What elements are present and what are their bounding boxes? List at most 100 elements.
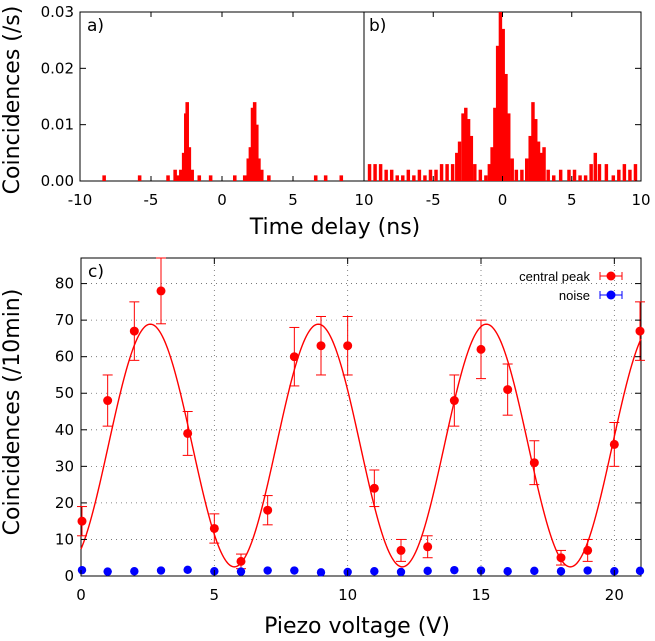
data-point-noise [396,567,406,577]
data-point-noise [450,565,459,575]
histogram-bar-b-12 [434,169,438,181]
histogram-bar-b-11 [428,169,433,181]
histogram-bar-b-52 [597,164,602,181]
data-point-central-peak [316,341,326,351]
data-point-central-peak [609,439,619,449]
data-point-central-peak [77,516,87,526]
points-c [77,257,645,577]
data-point-central-peak [289,352,299,362]
data-point-noise [635,566,645,576]
y-tick-label-c: 70 [55,311,74,329]
panel-a-frame [79,11,365,182]
y-axis-label-bottom: Coincidences (/10min) [0,289,25,536]
histogram-bar-a-25 [339,175,344,181]
data-point-central-peak [103,396,113,406]
histogram-bar-b-42 [542,147,546,181]
histogram-bar-a-6 [181,152,186,181]
x-axis-label-top: Time delay (ns) [249,215,421,240]
histogram-bar-b-2 [378,164,383,181]
histogram-bar-b-28 [495,45,500,181]
x-tick-label-b: 10 [354,191,373,209]
histogram-bar-b-26 [490,147,494,181]
histogram-bar-b-14 [445,164,449,181]
histogram-bar-b-5 [395,175,399,181]
x-tick-label-c: 5 [210,586,220,604]
legend-label-central-peak: central peak [519,269,590,284]
histogram-bar-a-0 [102,175,106,181]
histogram-bar-b-21 [469,135,474,181]
data-point-central-peak [263,505,273,515]
data-point-noise [130,567,139,576]
histogram-bar-b-15 [450,164,455,181]
x-tick-label-b: 0 [498,191,508,209]
histogram-bar-a-23 [313,175,318,181]
histogram-bar-b-8 [412,175,416,181]
data-point-central-peak [156,286,166,296]
data-point-central-peak [529,458,539,468]
histogram-bar-b-37 [528,135,532,181]
histogram-bar-a-12 [208,175,213,181]
histogram-bar-b-35 [520,169,524,181]
histogram-bar-a-21 [259,169,264,181]
histogram-bar-b-49 [583,175,588,181]
histogram-bar-b-24 [484,175,488,181]
histogram-bar-b-36 [525,158,529,181]
histogram-bar-a-3 [173,169,177,181]
histogram-bar-b-19 [464,107,468,181]
legend-marker-central-peak [599,271,623,281]
histogram-bar-a-10 [190,169,194,181]
histogram-bar-b-41 [539,152,544,181]
histogram-bar-a-20 [257,158,261,181]
x-tick-label-c: 15 [471,586,490,604]
y-tick-label-c: 80 [55,275,74,293]
data-point-noise [556,567,566,576]
fit-curve [80,323,642,568]
panel-label-a: a) [87,16,104,36]
x-tick-label-b: 5 [567,191,577,209]
data-point-noise [156,566,166,575]
histogram-bar-a-14 [242,175,247,181]
histogram-bar-b-40 [536,141,541,181]
histogram-bar-a-24 [323,175,328,181]
legend-marker-noise [599,290,623,300]
histogram-bar-b-58 [633,164,638,181]
legend: central peak noise [519,269,623,303]
histogram-bar-b-29 [498,12,503,181]
histogram-bar-b-56 [622,164,627,181]
histogram-bar-b-13 [439,164,444,181]
x-tick-label-a: -10 [68,191,93,209]
x-tick-label-a: -5 [144,191,159,209]
data-point-central-peak [583,545,593,555]
ticks: -10 -5 0 5 10 -5 0 5 10 0.00 0.01 0.02 0.03 0 5 10 15 20 0… [41,3,651,604]
grid-c [81,258,641,576]
histogram-bar-a-17 [250,107,255,181]
histogram-bar-b-7 [406,169,411,181]
data-point-central-peak [343,341,353,351]
x-tick-label-c: 10 [338,586,357,604]
data-point-central-peak [129,326,139,336]
y-tick-label-a: 0.01 [41,116,74,134]
y-tick-label-c: 30 [55,457,74,475]
histogram-bar-b-18 [461,113,465,181]
y-axis-label-top: Coincidences (/s) [0,6,25,195]
bars-a [102,102,344,181]
y-tick-label-c: 60 [55,348,74,366]
data-point-central-peak [183,428,193,438]
data-point-noise [290,566,299,575]
data-point-central-peak [396,545,406,555]
histogram-bar-a-11 [197,175,202,181]
data-point-central-peak [635,326,645,336]
histogram-bar-b-31 [504,73,508,181]
x-tick-label-a: 0 [217,191,227,209]
histogram-bar-b-45 [558,169,563,181]
y-tick-label-c: 20 [55,494,74,512]
data-point-central-peak [209,523,219,533]
histogram-bar-b-6 [401,175,405,181]
bars-b [367,12,638,182]
data-point-central-peak [556,553,566,563]
histogram-bar-b-30 [501,28,505,182]
histogram-bar-b-54 [611,175,616,181]
legend-label-noise: noise [559,288,590,303]
histogram-bar-b-27 [493,107,497,181]
histogram-bar-a-22 [267,175,271,181]
